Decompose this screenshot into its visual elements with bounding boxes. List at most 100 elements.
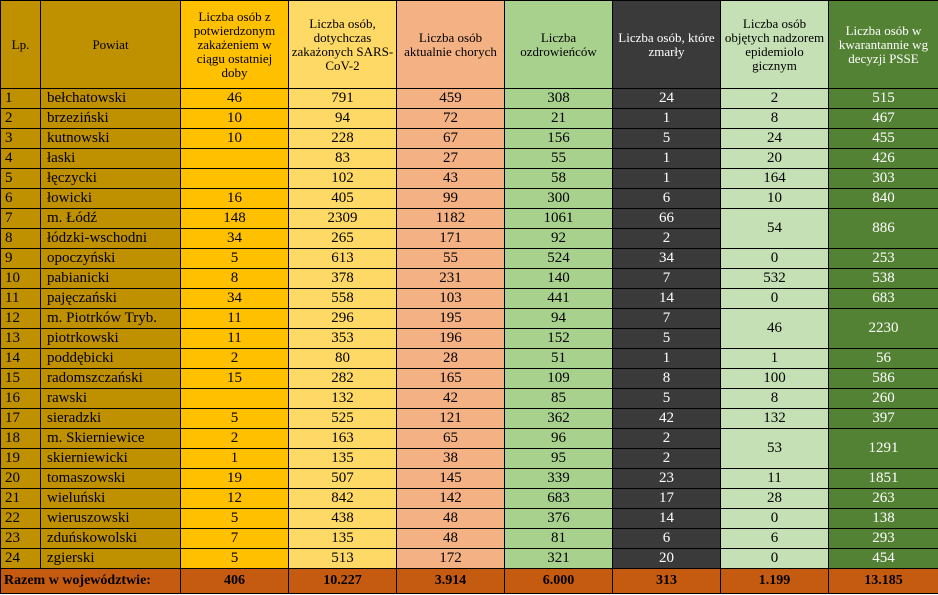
header-deaths: Liczba osób, które zmarły <box>612 0 721 89</box>
header-row: Lp. Powiat Liczba osób z potwierdzonym z… <box>0 0 938 89</box>
table-row: 3 kutnowski 10 228 67 156 5 24 455 <box>0 128 938 149</box>
cell-powiat: brzeziński <box>40 108 181 129</box>
cell-currently-sick: 48 <box>396 508 505 529</box>
totals-label: Razem w województwie: <box>0 568 181 594</box>
cell-recovered: 362 <box>504 408 613 429</box>
cell-currently-sick: 48 <box>396 528 505 549</box>
header-recovered: Liczba ozdrowieńców <box>504 0 613 89</box>
totals-row: Razem w województwie: 406 10.227 3.914 6… <box>0 568 938 594</box>
cell-supervision: 8 <box>720 108 829 129</box>
table-row: 22 wieruszowski 5 438 48 376 14 0 138 <box>0 508 938 529</box>
cell-powiat: bełchatowski <box>40 88 181 109</box>
table-footer: Razem w województwie: 406 10.227 3.914 6… <box>0 568 938 594</box>
cell-quarantine: 1851 <box>828 468 938 489</box>
cell-deaths: 6 <box>612 528 721 549</box>
cell-recovered: 1061 <box>504 208 613 229</box>
cell-lp: 8 <box>0 228 41 249</box>
cell-currently-sick: 142 <box>396 488 505 509</box>
cell-powiat: rawski <box>40 388 181 409</box>
cell-supervision: 11 <box>720 468 829 489</box>
cell-deaths: 17 <box>612 488 721 509</box>
table-header: Lp. Powiat Liczba osób z potwierdzonym z… <box>0 0 938 89</box>
cell-powiat: sieradzki <box>40 408 181 429</box>
cell-total-infected: 282 <box>288 368 397 389</box>
totals-supervision: 1.199 <box>720 568 829 594</box>
cell-recovered: 81 <box>504 528 613 549</box>
cell-currently-sick: 65 <box>396 428 505 449</box>
cell-total-infected: 83 <box>288 148 397 169</box>
cell-currently-sick: 171 <box>396 228 505 249</box>
table-row: 24 zgierski 5 513 172 321 20 0 454 <box>0 548 938 569</box>
cell-deaths: 1 <box>612 348 721 369</box>
totals-recovered: 6.000 <box>504 568 613 594</box>
cell-deaths: 1 <box>612 148 721 169</box>
cell-currently-sick: 99 <box>396 188 505 209</box>
cell-new-cases <box>180 148 289 169</box>
cell-powiat: kutnowski <box>40 128 181 149</box>
cell-powiat: pabianicki <box>40 268 181 289</box>
table-row: 20 tomaszowski 19 507 145 339 23 11 1851 <box>0 468 938 489</box>
cell-recovered: 58 <box>504 168 613 189</box>
cell-recovered: 109 <box>504 368 613 389</box>
cell-powiat: wieluński <box>40 488 181 509</box>
cell-supervision: 2 <box>720 88 829 109</box>
cell-deaths: 2 <box>612 228 721 249</box>
cell-powiat: skierniewicki <box>40 448 181 469</box>
table-row: 23 zduńskowolski 7 135 48 81 6 6 293 <box>0 528 938 549</box>
cell-powiat: łaski <box>40 148 181 169</box>
cell-powiat: pajęczański <box>40 288 181 309</box>
cell-quarantine: 253 <box>828 248 938 269</box>
cell-supervision: 0 <box>720 508 829 529</box>
cell-quarantine: 886 <box>828 208 938 249</box>
cell-total-infected: 296 <box>288 308 397 329</box>
cell-lp: 4 <box>0 148 41 169</box>
cell-quarantine: 455 <box>828 128 938 149</box>
cell-new-cases: 7 <box>180 528 289 549</box>
table-row: 2 brzeziński 10 94 72 21 1 8 467 <box>0 108 938 129</box>
cell-deaths: 5 <box>612 128 721 149</box>
cell-powiat: radomszczański <box>40 368 181 389</box>
header-quarantine: Liczba osób w kwarantannie wg decyzji PS… <box>828 0 938 89</box>
table-row: 4 łaski 83 27 55 1 20 426 <box>0 148 938 169</box>
table-row: 8 łódzki-wschodni 34 265 171 92 2 <box>0 228 938 249</box>
totals-quarantine: 13.185 <box>828 568 938 594</box>
totals-deaths: 313 <box>612 568 721 594</box>
header-lp: Lp. <box>0 0 41 89</box>
cell-currently-sick: 27 <box>396 148 505 169</box>
cell-supervision: 0 <box>720 288 829 309</box>
cell-new-cases: 1 <box>180 448 289 469</box>
cell-deaths: 6 <box>612 188 721 209</box>
cell-lp: 19 <box>0 448 41 469</box>
cell-new-cases: 10 <box>180 108 289 129</box>
cell-deaths: 42 <box>612 408 721 429</box>
cell-quarantine: 454 <box>828 548 938 569</box>
cell-supervision: 132 <box>720 408 829 429</box>
cell-deaths: 24 <box>612 88 721 109</box>
cell-recovered: 321 <box>504 548 613 569</box>
cell-deaths: 8 <box>612 368 721 389</box>
cell-powiat: zduńskowolski <box>40 528 181 549</box>
cell-recovered: 140 <box>504 268 613 289</box>
cell-quarantine: 260 <box>828 388 938 409</box>
cell-new-cases: 34 <box>180 288 289 309</box>
cell-deaths: 23 <box>612 468 721 489</box>
cell-lp: 13 <box>0 328 41 349</box>
cell-supervision: 10 <box>720 188 829 209</box>
table-row: 12 m. Piotrków Tryb. 11 296 195 94 7 46 2230 <box>0 308 938 349</box>
cell-powiat: wieruszowski <box>40 508 181 529</box>
cell-new-cases <box>180 388 289 409</box>
cell-powiat: m. Piotrków Tryb. <box>40 308 181 329</box>
cell-new-cases: 5 <box>180 548 289 569</box>
totals-new-cases: 406 <box>180 568 289 594</box>
cell-deaths: 20 <box>612 548 721 569</box>
table-row: 9 opoczyński 5 613 55 524 34 0 253 <box>0 248 938 269</box>
table-row: 10 pabianicki 8 378 231 140 7 532 538 <box>0 268 938 289</box>
cell-powiat: m. Łódź <box>40 208 181 229</box>
cell-new-cases: 148 <box>180 208 289 229</box>
cell-recovered: 51 <box>504 348 613 369</box>
cell-recovered: 21 <box>504 108 613 129</box>
cell-currently-sick: 43 <box>396 168 505 189</box>
table-row: 19 skierniewicki 1 135 38 95 2 <box>0 448 938 469</box>
cell-currently-sick: 231 <box>396 268 505 289</box>
